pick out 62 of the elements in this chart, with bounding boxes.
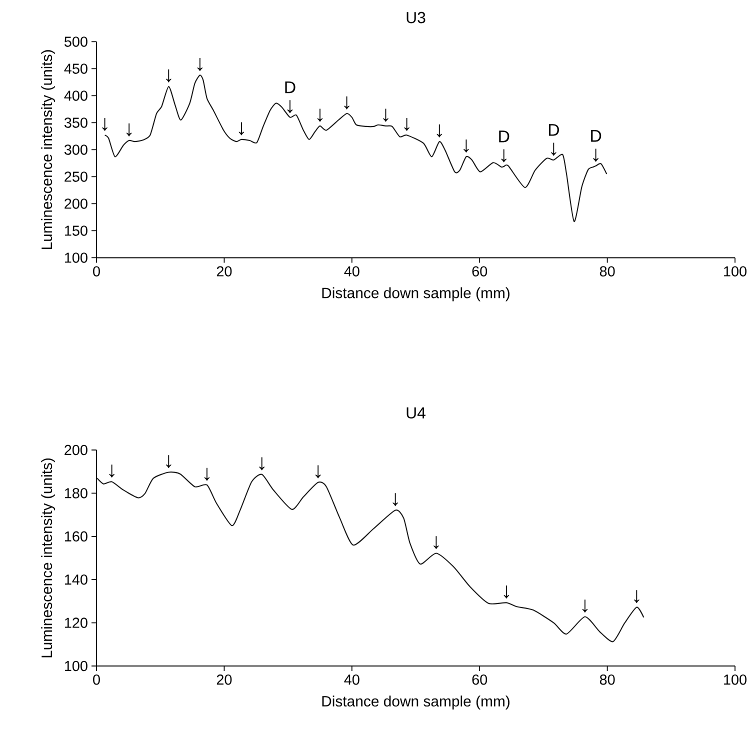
annotation: ↓ (404, 118, 410, 131)
y-tick-label: 450 (64, 64, 88, 74)
y-tick-label: 400 (64, 90, 88, 101)
x-tick-label: 20 (216, 674, 232, 685)
annotation: ↓ (102, 118, 108, 131)
x-tick-label: 0 (93, 674, 100, 685)
x-axis-title: Distance down sample (mm) (322, 696, 510, 710)
chart-title: U3 (406, 12, 426, 24)
annotation: ↓ (634, 590, 640, 604)
annotation: ↓ (197, 58, 203, 71)
annotation: ↓ (582, 600, 588, 613)
annotation: ↓ (315, 465, 321, 478)
y-tick-label: 140 (64, 574, 88, 585)
annotation: D (285, 81, 296, 94)
annotation: ↓ (166, 455, 172, 468)
x-tick-label: 100 (724, 674, 746, 685)
y-tick-label: 500 (64, 36, 88, 47)
annotation: ↓ (436, 124, 442, 138)
y-tick-label: 160 (64, 531, 88, 542)
x-tick-label: 60 (472, 674, 488, 685)
x-tick-label: 40 (344, 674, 360, 685)
annotation: ↓ (434, 536, 439, 550)
y-tick-label: 100 (64, 252, 88, 263)
annotation: ↓ (259, 457, 264, 470)
y-tick-label: 120 (64, 618, 88, 628)
annotation: D (591, 130, 602, 142)
annotation: ↓ (344, 96, 350, 110)
y-tick-label: 200 (64, 444, 88, 456)
x-tick-label: 80 (600, 674, 615, 685)
chart-title: U4 (406, 407, 426, 419)
x-tick-label: 60 (472, 266, 488, 276)
y-tick-label: 150 (64, 226, 88, 236)
annotation: ↓ (204, 468, 210, 481)
annotation: D (548, 124, 559, 136)
x-tick-label: 80 (600, 266, 615, 276)
y-tick-label: 300 (64, 144, 88, 155)
x-axis-title: Distance down sample (mm) (322, 287, 510, 302)
y-tick-label: 350 (64, 118, 88, 128)
annotation: ↓ (166, 69, 172, 82)
annotation: ↓ (464, 140, 469, 153)
annotation: D (499, 130, 510, 142)
x-tick-label: 0 (93, 266, 100, 276)
annotation: ↓ (501, 149, 506, 162)
annotation: ↓ (287, 100, 293, 114)
y-tick-label: 200 (64, 198, 88, 209)
annotation: ↓ (317, 108, 323, 122)
y-axis-title: Luminescence intensity (units) (41, 458, 56, 658)
x-tick-label: 20 (216, 266, 232, 276)
y-tick-label: 180 (64, 488, 88, 498)
annotation: ↓ (392, 493, 398, 506)
annotation: ↓ (504, 586, 509, 599)
y-axis-title: Luminescence intensity (units) (41, 50, 56, 249)
x-tick-label: 40 (344, 266, 360, 276)
y-tick-label: 100 (64, 660, 88, 672)
annotation: ↓ (238, 122, 244, 136)
annotation: ↓ (593, 148, 598, 162)
annotation: ↓ (551, 142, 556, 156)
annotation: ↓ (109, 464, 114, 478)
annotation: ↓ (126, 123, 132, 136)
x-tick-label: 100 (724, 266, 746, 276)
annotation: ↓ (383, 108, 388, 122)
y-tick-label: 250 (64, 172, 88, 182)
